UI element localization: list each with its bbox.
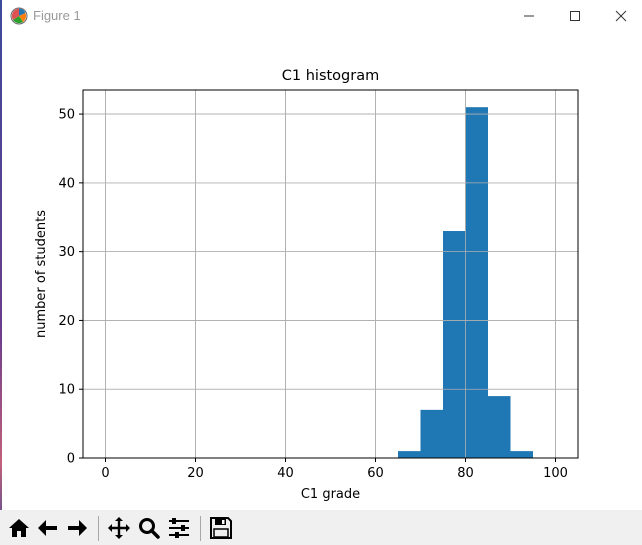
subplots-config-icon (169, 518, 189, 538)
y-tick-label: 10 (58, 383, 75, 398)
zoom-icon (139, 518, 160, 539)
histogram-bar (398, 451, 421, 458)
y-axis-label: number of students (34, 210, 49, 338)
x-axis-label: C1 grade (301, 487, 360, 502)
y-tick-label: 40 (58, 176, 75, 191)
x-tick-label: 40 (277, 466, 294, 481)
histogram-bar (510, 451, 533, 458)
pan-button[interactable] (107, 516, 131, 540)
close-button[interactable] (598, 0, 642, 32)
y-tick-label: 50 (58, 108, 75, 123)
toolbar-separator (200, 516, 201, 541)
maximize-button[interactable] (552, 0, 598, 32)
back-arrow-icon (38, 520, 57, 536)
window-title: Figure 1 (33, 8, 81, 23)
minimize-icon (524, 15, 534, 17)
histogram-chart: 0 20 40 60 80 100 0 10 20 30 40 50 C1 histogram C1 … (34, 68, 579, 502)
close-icon (615, 10, 627, 22)
x-tick-label: 80 (457, 466, 474, 481)
y-tick-label: 30 (58, 245, 75, 260)
save-icon (210, 517, 232, 539)
forward-arrow-icon (68, 520, 87, 536)
subplots-config-button[interactable] (167, 516, 191, 540)
histogram-bars (83, 90, 578, 459)
histogram-bar (488, 396, 511, 458)
axis-ticks: 0 20 40 60 80 100 0 10 20 30 40 50 (58, 108, 567, 481)
back-button[interactable] (36, 516, 60, 540)
y-tick-label: 0 (67, 452, 75, 467)
x-tick-label: 60 (367, 466, 384, 481)
toolbar-separator (98, 516, 99, 541)
zoom-button[interactable] (137, 516, 161, 540)
axes-frame (82, 89, 579, 459)
pan-icon (108, 517, 130, 539)
forward-button[interactable] (65, 516, 89, 540)
chart-title: C1 histogram (282, 68, 379, 84)
minimize-button[interactable] (506, 0, 552, 32)
x-tick-label: 0 (101, 466, 109, 481)
histogram-bar (443, 231, 466, 458)
x-tick-label: 20 (187, 466, 204, 481)
home-icon (9, 519, 29, 537)
desktop-edge (0, 0, 2, 545)
figure-canvas[interactable]: 0 20 40 60 80 100 0 10 20 30 40 50 C1 histogram C1 … (0, 32, 642, 510)
matplotlib-figure-icon (10, 7, 28, 25)
histogram-bar (420, 409, 443, 458)
window-titlebar[interactable]: Figure 1 (2, 0, 642, 32)
histogram-bar (465, 107, 488, 458)
navigation-toolbar (0, 510, 642, 545)
save-button[interactable] (209, 516, 233, 540)
y-tick-label: 20 (58, 314, 75, 329)
maximize-icon (570, 11, 580, 21)
home-button[interactable] (7, 516, 31, 540)
x-tick-label: 100 (543, 466, 568, 481)
